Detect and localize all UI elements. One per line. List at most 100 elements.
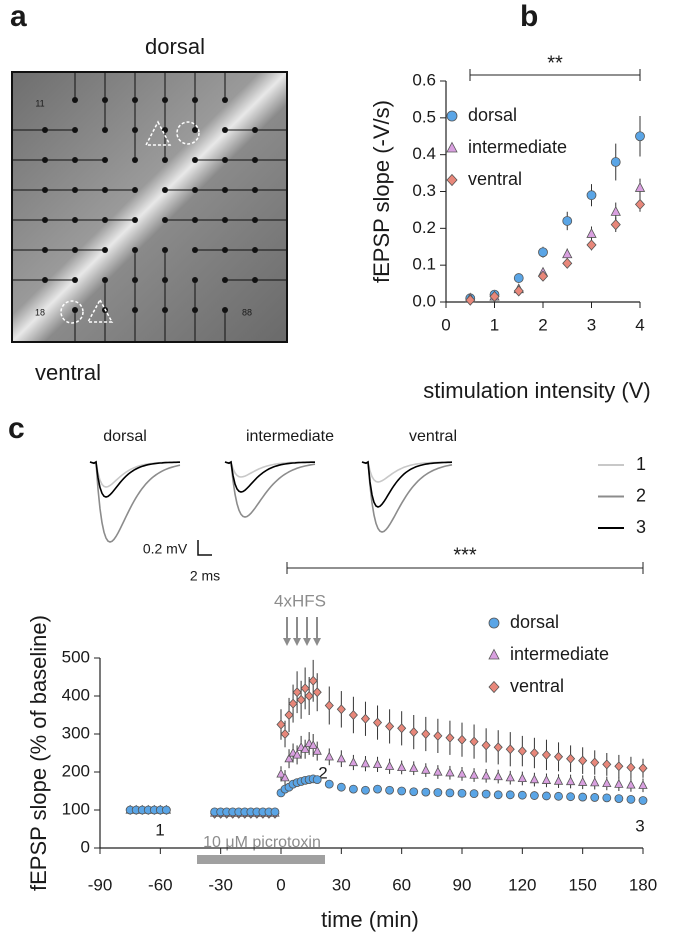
electrode [162, 187, 168, 193]
marker [634, 182, 646, 192]
x-tick-label: 1 [490, 315, 499, 334]
legend-label: 2 [636, 485, 646, 505]
marker [529, 748, 539, 758]
marker [553, 775, 564, 785]
tissue-image [11, 71, 288, 343]
marker [360, 758, 371, 768]
marker [433, 766, 443, 776]
trace [361, 460, 453, 508]
marker [562, 216, 573, 226]
marker [586, 190, 597, 201]
marker [469, 736, 479, 747]
significance-bracket [469, 69, 641, 81]
marker [469, 789, 479, 799]
marker [457, 768, 467, 778]
marker [457, 734, 467, 745]
legend-marker [446, 173, 458, 187]
x-tick-label: 4 [635, 315, 644, 334]
marker [288, 698, 298, 709]
electrode [192, 247, 198, 253]
marker [634, 198, 646, 210]
roi-triangle [144, 120, 172, 146]
stimulus-arrows [283, 617, 321, 646]
y-tick-label: 0.1 [412, 255, 436, 274]
legend-label: ventral [510, 676, 564, 696]
orientation-label: dorsal [145, 34, 205, 59]
y-tick-label: 200 [62, 761, 90, 780]
marker [513, 285, 524, 297]
x-tick-label: 150 [568, 875, 596, 894]
orientation-label: ventral [35, 360, 101, 385]
significance-bracket [286, 562, 644, 574]
marker [602, 793, 612, 803]
marker [538, 247, 548, 258]
marker [590, 777, 600, 787]
marker [336, 753, 346, 763]
y-tick-label: 400 [62, 685, 90, 704]
electrode [252, 187, 258, 193]
electrode-label: 18 [35, 307, 45, 317]
electrode-image [11, 71, 288, 343]
drug-label: 10 μM picrotoxin [203, 834, 321, 851]
marker [562, 257, 573, 269]
x-axis-label: stimulation intensity (V) [423, 378, 650, 403]
trace [89, 460, 180, 498]
marker [542, 791, 551, 801]
marker [489, 290, 500, 303]
roi-circle [60, 300, 84, 324]
marker [586, 228, 597, 238]
marker [312, 687, 322, 698]
marker [530, 791, 539, 800]
marker [610, 219, 621, 231]
marker [348, 784, 358, 794]
point-label: 2 [318, 763, 327, 782]
scale-bar [197, 540, 212, 556]
electrode [252, 217, 258, 223]
marker [610, 205, 621, 216]
electrode [132, 157, 138, 163]
electrode [192, 157, 198, 163]
marker [361, 785, 370, 795]
legend-label: intermediate [510, 644, 609, 664]
drug-bar [197, 855, 325, 864]
marker [469, 769, 479, 779]
roi-circle [176, 121, 200, 145]
x-tick-label: 90 [453, 875, 472, 894]
significance: ** [547, 52, 563, 74]
marker [270, 807, 280, 817]
trace [224, 460, 315, 478]
marker [638, 796, 648, 805]
legend-label: intermediate [468, 137, 567, 157]
marker [372, 759, 383, 768]
marker [614, 761, 624, 772]
marker [562, 248, 573, 259]
legend-label: dorsal [510, 612, 559, 632]
legend-marker [488, 617, 500, 629]
electrode [252, 157, 258, 163]
marker [292, 749, 302, 759]
electrode [252, 247, 258, 253]
marker [336, 704, 346, 715]
trace [224, 460, 316, 518]
marker [465, 294, 476, 306]
marker [324, 751, 334, 761]
electrode [222, 127, 228, 133]
marker [348, 710, 358, 720]
trace [361, 460, 453, 533]
x-tick-label: 0 [441, 315, 450, 334]
y-tick-label: 0.6 [412, 70, 436, 89]
marker [513, 273, 524, 283]
marker [292, 687, 302, 698]
electrode [72, 307, 78, 313]
marker [385, 721, 395, 732]
electrode [222, 157, 228, 163]
marker [384, 761, 395, 770]
y-tick-label: 0.2 [412, 218, 436, 237]
marker [626, 762, 636, 773]
marker [578, 792, 588, 802]
trace [224, 460, 315, 493]
y-tick-label: 0.5 [412, 107, 436, 126]
electrode [162, 277, 168, 283]
scale-label: 2 ms [190, 568, 220, 584]
trace-label: intermediate [246, 428, 334, 445]
